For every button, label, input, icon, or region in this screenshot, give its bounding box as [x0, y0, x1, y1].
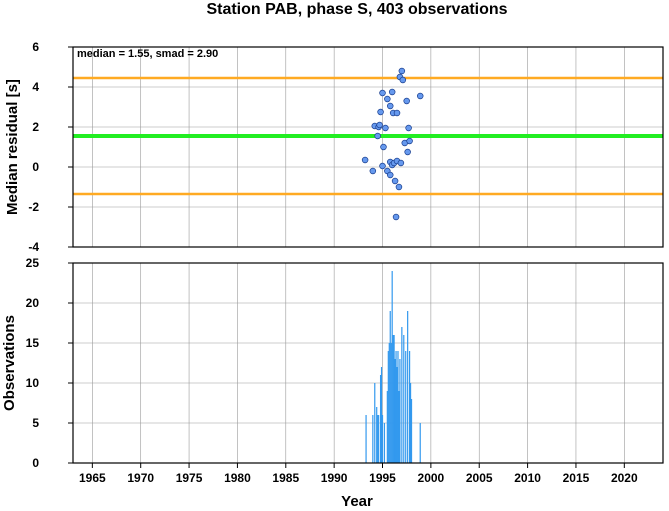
observation-bar	[409, 383, 412, 463]
stats-annotation: median = 1.55, smad = 2.90	[77, 48, 218, 60]
residual-point	[386, 171, 394, 179]
top-y-tick-label: 4	[32, 80, 39, 94]
bottom-grid	[73, 262, 663, 464]
x-tick-label: 2005	[466, 471, 493, 485]
observation-bar	[379, 375, 382, 463]
observation-bar	[407, 311, 409, 463]
bottom-plot-frame	[72, 262, 664, 464]
residual-point	[388, 88, 396, 96]
residual-point	[384, 95, 391, 103]
x-tick-label: 2020	[611, 471, 638, 485]
observation-bar	[386, 391, 388, 463]
residual-point	[398, 67, 406, 75]
residual-point	[392, 213, 400, 221]
x-tick-label: 1985	[272, 471, 299, 485]
observation-bar	[399, 359, 401, 463]
observation-bar	[389, 311, 391, 463]
observation-bar	[392, 335, 394, 463]
x-tick-label: 2015	[563, 471, 590, 485]
residual-point	[405, 124, 412, 132]
residual-point	[399, 76, 407, 84]
x-tick-label: 1975	[176, 471, 203, 485]
residual-point	[369, 167, 377, 175]
residual-point	[379, 162, 386, 170]
top-y-axis-label: Median residual [s]	[4, 79, 21, 215]
top-y-tick-label: 6	[32, 40, 39, 54]
observation-bar	[365, 415, 367, 463]
residual-point	[379, 89, 386, 97]
observation-bar	[391, 271, 393, 463]
observation-bar	[377, 415, 379, 463]
observation-bar	[383, 423, 386, 463]
observation-bar	[396, 367, 398, 463]
top-y-ticks: -4 -2 0 2 4 6	[28, 40, 73, 254]
top-y-tick-label: 2	[32, 120, 39, 134]
reference-lines	[73, 76, 663, 196]
residual-point	[374, 132, 381, 140]
observation-bar	[380, 367, 383, 463]
observation-bar	[378, 415, 380, 463]
x-tick-label: 1965	[79, 471, 106, 485]
x-tick-label: 1990	[321, 471, 348, 485]
observation-bar	[397, 351, 399, 463]
residual-point	[380, 143, 387, 151]
residual-point	[376, 121, 383, 129]
bottom-y-tick-label: 25	[26, 256, 40, 270]
observation-bar	[403, 335, 405, 463]
observation-bar	[374, 383, 376, 463]
observation-bar	[387, 351, 389, 463]
x-axis-label: Year	[341, 493, 373, 510]
bottom-y-ticks: 0 5 10 15 20 25	[26, 256, 73, 470]
residual-point	[382, 124, 389, 132]
residual-point	[391, 177, 399, 185]
x-ticks: 1965 1970 1975 1980 1985 1990 1995 2000 2005 2010…	[79, 463, 638, 485]
residual-point	[403, 97, 410, 105]
observation-bar	[405, 351, 407, 463]
x-tick-label: 2000	[418, 471, 445, 485]
observation-bar	[376, 407, 378, 463]
chart-title: Station PAB, phase S, 403 observations	[206, 1, 507, 18]
bottom-y-axis-label: Observations	[1, 315, 18, 411]
observation-bar	[410, 399, 413, 463]
bottom-y-tick-label: 15	[26, 336, 40, 350]
observation-bars	[365, 271, 421, 463]
residual-point	[377, 108, 384, 116]
x-tick-label: 1980	[224, 471, 251, 485]
bottom-y-tick-label: 20	[26, 296, 40, 310]
top-y-tick-label: -4	[28, 240, 39, 254]
x-tick-label: 1970	[127, 471, 154, 485]
residual-point	[361, 156, 369, 164]
residual-point	[386, 102, 394, 110]
bottom-y-tick-label: 10	[26, 376, 40, 390]
residual-point	[395, 183, 403, 191]
observation-bar	[398, 391, 400, 463]
x-tick-label: 1995	[369, 471, 396, 485]
bottom-y-tick-label: 0	[32, 456, 39, 470]
observation-bar	[408, 351, 411, 463]
bottom-y-tick-label: 5	[32, 416, 39, 430]
observation-bar	[395, 351, 397, 463]
observation-bar	[390, 343, 392, 463]
observation-bar	[401, 327, 403, 463]
top-y-tick-label: 0	[32, 160, 39, 174]
observation-bar	[419, 423, 421, 463]
residual-point	[393, 109, 401, 117]
residual-points	[361, 67, 424, 221]
observation-bar	[393, 335, 395, 463]
observation-bar	[381, 415, 384, 463]
top-plot-frame	[72, 46, 664, 248]
residual-point	[416, 92, 424, 100]
observation-bar	[388, 343, 390, 463]
residual-point	[404, 148, 411, 156]
x-tick-label: 2010	[514, 471, 541, 485]
top-y-tick-label: -2	[28, 200, 39, 214]
observation-bar	[394, 359, 396, 463]
residual-point	[397, 159, 405, 167]
observation-bar	[372, 415, 374, 463]
residual-point	[406, 137, 413, 145]
